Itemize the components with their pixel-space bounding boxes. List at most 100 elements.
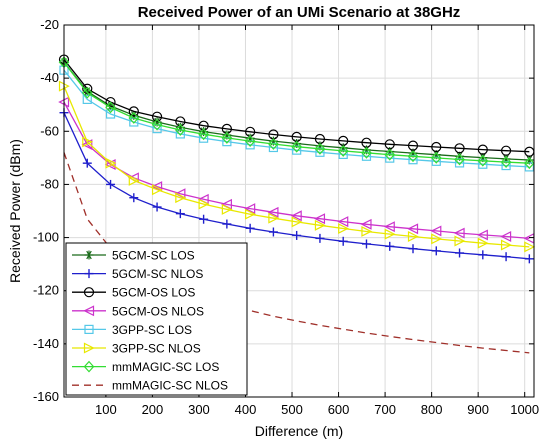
legend-label: 5GCM-SC NLOS [112, 267, 203, 281]
legend-entry: 3GPP-SC NLOS [72, 342, 201, 356]
x-tick-label: 900 [467, 402, 489, 417]
data-point [268, 138, 279, 150]
data-point [454, 153, 465, 166]
legend-label: mmMAGIC-SC LOS [112, 360, 219, 374]
data-point [106, 179, 116, 189]
data-point [524, 157, 535, 170]
legend-label: 5GCM-OS LOS [112, 286, 195, 300]
data-point [222, 219, 232, 229]
legend-marker [83, 305, 95, 317]
series-mmmagic-sc-los [58, 56, 535, 170]
legend-entry: 5GCM-OS LOS [72, 286, 195, 300]
data-point [267, 206, 279, 218]
data-point [291, 140, 302, 153]
data-point [524, 254, 534, 264]
legend-label: 5GCM-OS NLOS [112, 304, 204, 318]
data-point [245, 208, 256, 220]
data-point [291, 216, 303, 228]
data-point [524, 241, 536, 253]
data-point [431, 233, 443, 245]
data-point [315, 233, 325, 243]
data-point [361, 225, 373, 237]
y-tick-label: -100 [33, 230, 59, 245]
data-point [290, 210, 302, 222]
legend-marker [84, 324, 94, 334]
series-line [63, 101, 530, 240]
data-point [477, 144, 488, 155]
x-axis-label: Difference (m) [255, 423, 343, 439]
data-point [477, 154, 489, 167]
data-point [105, 157, 117, 169]
series-line [63, 69, 530, 168]
data-point [128, 112, 140, 124]
data-point [175, 192, 187, 204]
data-point [151, 184, 163, 196]
data-point [104, 159, 116, 170]
legend-label: 3GPP-SC NLOS [112, 342, 201, 356]
data-point [175, 116, 186, 127]
data-point [175, 124, 186, 136]
data-point [129, 193, 139, 203]
legend-marker [83, 287, 95, 298]
data-point [268, 212, 280, 224]
legend-marker [83, 342, 95, 354]
data-point [337, 145, 349, 157]
x-tick-label: 800 [421, 402, 443, 417]
data-point [151, 118, 163, 131]
data-point [244, 203, 256, 215]
data-point [455, 248, 465, 258]
data-point [338, 223, 350, 235]
data-point [82, 136, 94, 148]
data-point [500, 145, 512, 156]
series-line [63, 61, 530, 164]
legend-entry: mmMAGIC-SC NLOS [72, 379, 228, 393]
x-tick-label: 300 [188, 402, 210, 417]
data-point [198, 120, 209, 131]
data-point [360, 218, 372, 230]
data-point [314, 213, 326, 225]
y-tick-label: -40 [40, 70, 59, 85]
data-point [244, 135, 256, 148]
data-point [385, 241, 395, 251]
y-tick-label: -20 [40, 17, 59, 32]
axis-ticks: 100 200 300 400 500 600 700 800 900 1000 -160 -140 -… [33, 17, 539, 417]
legend-entry: 5GCM-OS NLOS [72, 304, 204, 318]
data-point [128, 106, 139, 117]
y-tick-label: -80 [40, 176, 59, 191]
data-point [105, 109, 116, 119]
x-tick-label: 200 [142, 402, 164, 417]
data-point [221, 132, 233, 144]
legend-marker [83, 360, 95, 373]
data-point [431, 141, 442, 153]
y-tick-label: -60 [40, 123, 59, 138]
data-point [407, 231, 419, 242]
legend-marker [84, 250, 94, 260]
x-tick-label: 700 [374, 402, 396, 417]
data-point [477, 237, 489, 249]
data-point [338, 236, 348, 246]
y-tick-label: -120 [33, 283, 59, 298]
x-tick-label: 500 [281, 402, 303, 417]
chart-title: Received Power of an UMi Scenario at 38G… [138, 4, 461, 21]
legend-marker [84, 269, 94, 279]
plot-frame [63, 24, 535, 398]
data-point [128, 174, 140, 186]
data-point [500, 239, 512, 251]
y-axis-label: Received Power (dBm) [7, 139, 23, 283]
legend-box [65, 242, 248, 396]
data-point [198, 128, 209, 141]
data-point [292, 230, 302, 240]
data-point [431, 246, 441, 256]
data-point [524, 162, 534, 172]
data-point [500, 156, 512, 169]
data-point [199, 214, 209, 224]
data-point [384, 228, 396, 240]
data-point [314, 142, 326, 155]
y-tick-label: -160 [33, 389, 59, 404]
data-point [476, 229, 488, 241]
legend-label: 5GCM-SC LOS [112, 249, 195, 263]
legend-label: mmMAGIC-SC NLOS [112, 379, 228, 393]
x-tick-label: 1000 [510, 402, 539, 417]
data-point [245, 223, 255, 233]
